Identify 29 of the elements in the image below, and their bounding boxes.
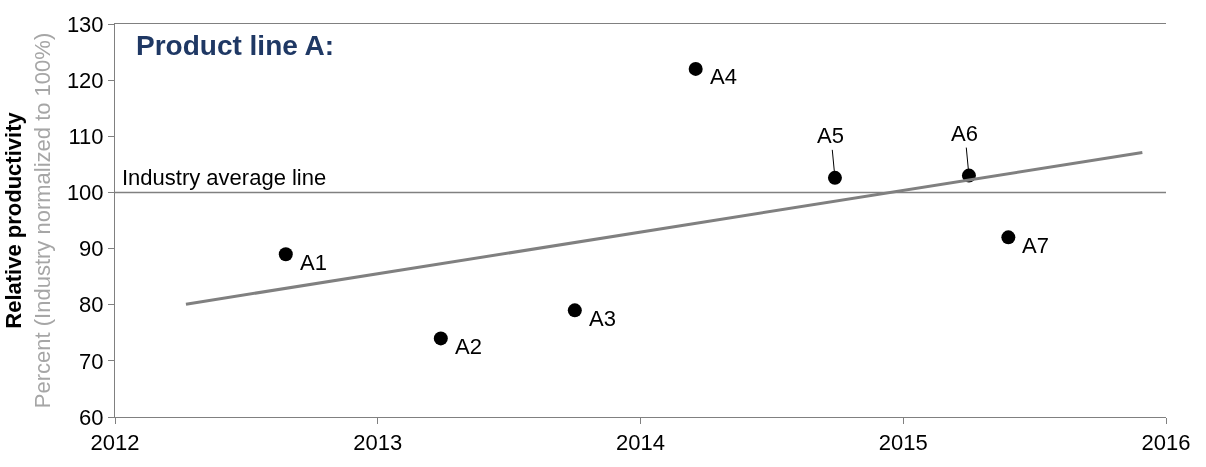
y-tick-label: 100 xyxy=(66,180,104,206)
annotation: A7 xyxy=(1022,233,1049,258)
y-tick-label: 130 xyxy=(66,11,104,37)
ref-line-label: Industry average line xyxy=(122,165,327,190)
annotation: A1 xyxy=(300,250,327,275)
point xyxy=(433,331,448,346)
annotation: A5 xyxy=(817,123,844,148)
y-tick-label: 80 xyxy=(79,292,104,318)
y-tick-label: 120 xyxy=(66,67,104,93)
annotation: A3 xyxy=(589,306,616,331)
x-tick-label: 2016 xyxy=(1141,430,1191,456)
chart-title: Product line A: xyxy=(136,30,335,62)
y-tick-label: 60 xyxy=(79,404,104,430)
point xyxy=(1001,230,1016,245)
point xyxy=(827,170,842,185)
y-tick-label: 70 xyxy=(79,348,104,374)
point xyxy=(278,247,293,262)
point xyxy=(567,303,582,318)
x-tick-label: 2012 xyxy=(90,430,140,456)
annotation: A6 xyxy=(951,121,978,146)
x-tick-label: 2014 xyxy=(616,430,665,456)
annotation: A2 xyxy=(455,334,482,359)
y-axis-title: Relative productivity Percent (Industry normalized to 100%) xyxy=(1,32,55,409)
x-tick-label: 2015 xyxy=(878,430,928,456)
x-tick-label: 2013 xyxy=(353,430,403,456)
y-tick-label: 110 xyxy=(68,123,104,149)
annotation: A4 xyxy=(710,64,737,89)
y-tick-label: 90 xyxy=(79,236,104,262)
point xyxy=(688,61,703,76)
